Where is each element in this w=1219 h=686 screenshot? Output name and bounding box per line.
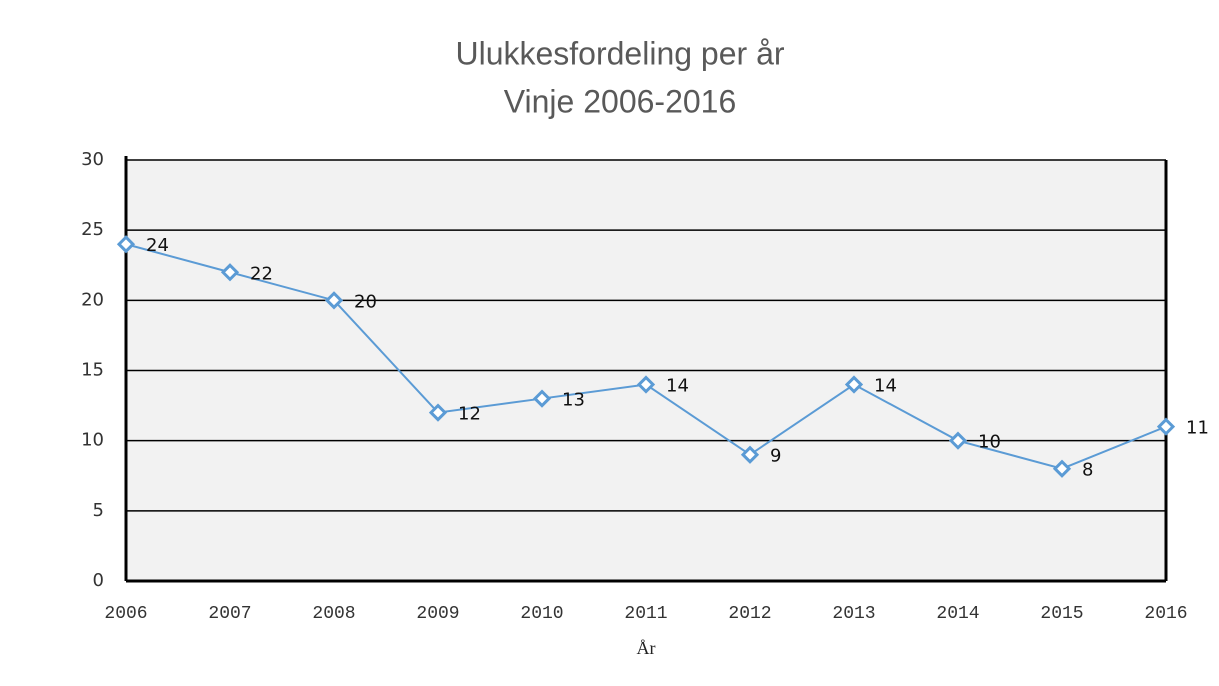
y-tick-label: 0	[93, 570, 104, 591]
data-label: 10	[978, 432, 1001, 453]
x-tick-label: 2010	[520, 604, 563, 624]
x-tick-label: 2008	[312, 604, 355, 624]
marker	[1052, 459, 1072, 478]
marker	[532, 389, 552, 408]
data-label: 11	[1186, 418, 1209, 439]
data-label: 12	[458, 404, 481, 425]
x-tick-label: 2009	[416, 604, 459, 624]
marker	[220, 263, 240, 282]
y-tick-label: 25	[81, 219, 104, 240]
data-label: 14	[666, 376, 689, 397]
x-tick-label: 2006	[104, 604, 147, 624]
marker	[116, 235, 136, 254]
data-label: 8	[1082, 460, 1093, 481]
y-tick-label: 5	[93, 500, 104, 521]
chart-title: Ulukkesfordeling per år	[455, 35, 784, 71]
marker	[740, 445, 760, 464]
marker	[428, 403, 448, 422]
y-tick-label: 15	[81, 360, 104, 381]
marker	[844, 375, 864, 394]
data-label: 20	[354, 291, 377, 312]
x-tick-label: 2016	[1144, 604, 1187, 624]
x-tick-label: 2007	[208, 604, 251, 624]
marker	[948, 431, 968, 450]
data-label: 14	[874, 376, 897, 397]
marker	[1156, 417, 1176, 436]
marker	[324, 291, 344, 310]
y-tick-label: 20	[81, 289, 104, 310]
x-tick-label: 2015	[1040, 604, 1083, 624]
x-axis-label: År	[637, 638, 656, 658]
data-label: 24	[146, 235, 169, 256]
x-tick-label: 2011	[624, 604, 667, 624]
x-tick-label: 2014	[936, 604, 979, 624]
data-label: 13	[562, 390, 585, 411]
x-tick-label: 2013	[832, 604, 875, 624]
data-label: 9	[770, 446, 781, 467]
data-label: 22	[250, 263, 273, 284]
x-tick-label: 2012	[728, 604, 771, 624]
marker	[636, 375, 656, 394]
y-tick-label: 30	[81, 149, 104, 170]
y-tick-label: 10	[81, 430, 104, 451]
chart-subtitle: Vinje 2006-2016	[504, 83, 737, 119]
